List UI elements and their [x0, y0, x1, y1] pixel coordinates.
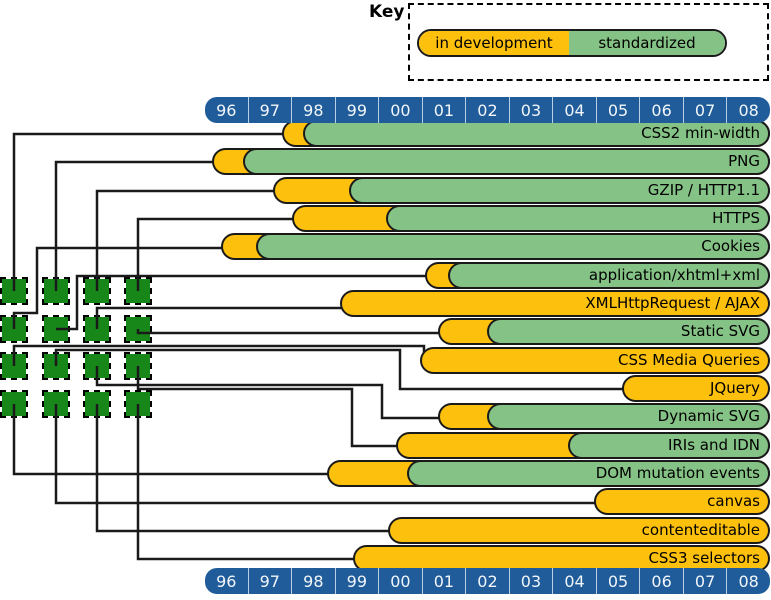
timeline-bar-contenteditable: contenteditable [388, 516, 770, 544]
year-tick-99: 99 [334, 568, 379, 594]
timeline-bar-canvas: canvas [594, 487, 770, 515]
year-tick-96: 96 [216, 100, 237, 120]
year-tick-97: 97 [247, 568, 292, 594]
year-tick-00: 00 [378, 97, 422, 123]
timeline-bar-xmlhttprequest-ajax: XMLHttpRequest / AJAX [340, 289, 770, 317]
feature-node-gzip-http11 [83, 277, 111, 305]
standardized-segment-static-svg [487, 317, 770, 345]
year-tick-02: 02 [465, 97, 509, 123]
year-tick-98: 98 [291, 97, 335, 123]
year-tick-03: 03 [508, 97, 553, 123]
timeline-bar-gzip-http11: GZIP / HTTP1.1 [273, 176, 770, 204]
year-tick-05: 05 [595, 568, 640, 594]
feature-node-css-media-queries [0, 352, 28, 380]
feature-node-css2-min-width [0, 277, 28, 305]
bar-label-jquery: JQuery [709, 379, 760, 397]
key-label: Key [369, 2, 405, 22]
feature-node-cookies [0, 315, 28, 343]
timeline-bar-dom-mutation-events: DOM mutation events [327, 459, 770, 487]
standardized-segment-gzip-http11 [349, 176, 770, 204]
year-tick-08: 08 [726, 97, 770, 123]
feature-node-https [124, 277, 152, 305]
standardized-segment-https [386, 204, 770, 232]
timeline-bar-png: PNG [212, 147, 770, 175]
year-tick-06: 06 [639, 97, 683, 123]
feature-node-static-svg [124, 315, 152, 343]
feature-node-iris-and-idn [124, 352, 152, 380]
bar-label-https: HTTPS [712, 209, 760, 227]
key-box [408, 3, 769, 81]
bar-label-css3-selectors: CSS3 selectors [648, 549, 760, 567]
year-tick-96: 96 [216, 571, 237, 591]
year-tick-01: 01 [421, 97, 466, 123]
legend-standardized: standardized [569, 31, 725, 55]
year-axis-top: 96 97 98 99 00 01 02 03 04 05 06 07 08 [205, 97, 770, 123]
year-tick-07: 07 [682, 568, 727, 594]
bar-label-gzip-http11: GZIP / HTTP1.1 [647, 181, 760, 199]
year-axis-bottom: 96 97 98 99 00 01 02 03 04 05 06 07 08 [205, 568, 770, 594]
bar-label-contenteditable: contenteditable [641, 521, 760, 539]
timeline-bar-cookies: Cookies [221, 232, 770, 260]
timeline-bar-static-svg: Static SVG [438, 317, 770, 345]
feature-node-contenteditable [83, 390, 111, 418]
bar-label-iris-and-idn: IRIs and IDN [667, 436, 760, 454]
feature-node-xmlhttprequest-ajax [83, 315, 111, 343]
connector-static-svg [136, 329, 442, 335]
bar-label-css2-min-width: CSS2 min-width [641, 124, 760, 142]
legend-in-development: in development [419, 31, 569, 55]
year-tick-03: 03 [508, 568, 553, 594]
year-tick-99: 99 [334, 97, 379, 123]
bar-label-png: PNG [728, 152, 760, 170]
bar-label-cookies: Cookies [701, 237, 760, 255]
standardized-segment-application-xhtml-xml [448, 261, 770, 289]
year-tick-08: 08 [726, 568, 770, 594]
timeline-bar-css2-min-width: CSS2 min-width [282, 119, 770, 147]
connector-css3-selectors [136, 404, 358, 561]
timeline-bar-css-media-queries: CSS Media Queries [420, 346, 770, 374]
feature-node-dom-mutation-events [0, 390, 28, 418]
timeline-bar-css3-selectors: CSS3 selectors [353, 544, 770, 572]
year-tick-01: 01 [421, 568, 466, 594]
feature-node-canvas [42, 390, 70, 418]
year-tick-97: 97 [247, 97, 292, 123]
year-tick-06: 06 [639, 568, 683, 594]
year-tick-98: 98 [291, 568, 335, 594]
year-tick-04: 04 [552, 97, 596, 123]
feature-node-png [42, 277, 70, 305]
bar-label-application-xhtml-xml: application/xhtml+xml [588, 266, 760, 284]
year-tick-00: 00 [378, 568, 422, 594]
feature-node-css3-selectors [124, 390, 152, 418]
timeline-bar-application-xhtml-xml: application/xhtml+xml [425, 261, 770, 289]
feature-node-dynamic-svg [83, 352, 111, 380]
bar-label-xmlhttprequest-ajax: XMLHttpRequest / AJAX [585, 294, 760, 312]
standardized-segment-iris-and-idn [568, 431, 770, 459]
timeline-bar-iris-and-idn: IRIs and IDN [396, 431, 770, 459]
feature-node-jquery [42, 352, 70, 380]
bar-label-dynamic-svg: Dynamic SVG [657, 407, 760, 425]
bar-label-dom-mutation-events: DOM mutation events [595, 464, 760, 482]
standardized-segment-png [243, 147, 770, 175]
connector-iris-and-idn [136, 366, 402, 448]
timeline-bar-jquery: JQuery [622, 374, 770, 402]
timeline-bar-https: HTTPS [292, 204, 770, 232]
connector-png [54, 160, 218, 291]
feature-node-application-xhtml-xml [42, 315, 70, 343]
year-tick-02: 02 [465, 568, 509, 594]
year-tick-07: 07 [682, 97, 727, 123]
standardized-segment-cookies [256, 232, 770, 260]
bar-label-canvas: canvas [707, 492, 760, 510]
connector-css-media-queries [12, 344, 434, 366]
bar-label-static-svg: Static SVG [680, 322, 760, 340]
key-legend-bar: in development standardized [417, 29, 727, 57]
bar-label-css-media-queries: CSS Media Queries [617, 351, 760, 369]
year-tick-04: 04 [552, 568, 596, 594]
timeline-bar-dynamic-svg: Dynamic SVG [438, 402, 770, 430]
year-tick-05: 05 [595, 97, 640, 123]
